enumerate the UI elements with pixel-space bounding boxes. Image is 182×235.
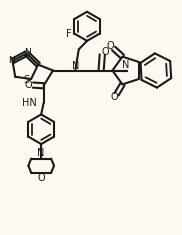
Text: O: O (25, 80, 33, 90)
Text: N: N (24, 48, 31, 57)
Text: O: O (107, 41, 114, 51)
Text: N: N (8, 56, 15, 65)
Text: N: N (122, 60, 129, 70)
Text: S: S (23, 75, 29, 85)
Text: O: O (37, 173, 45, 183)
Text: O: O (101, 47, 109, 57)
Text: HN: HN (22, 98, 37, 108)
Text: O: O (111, 92, 118, 102)
Text: N: N (72, 61, 79, 71)
Text: F: F (66, 29, 72, 39)
Text: N: N (37, 149, 45, 158)
